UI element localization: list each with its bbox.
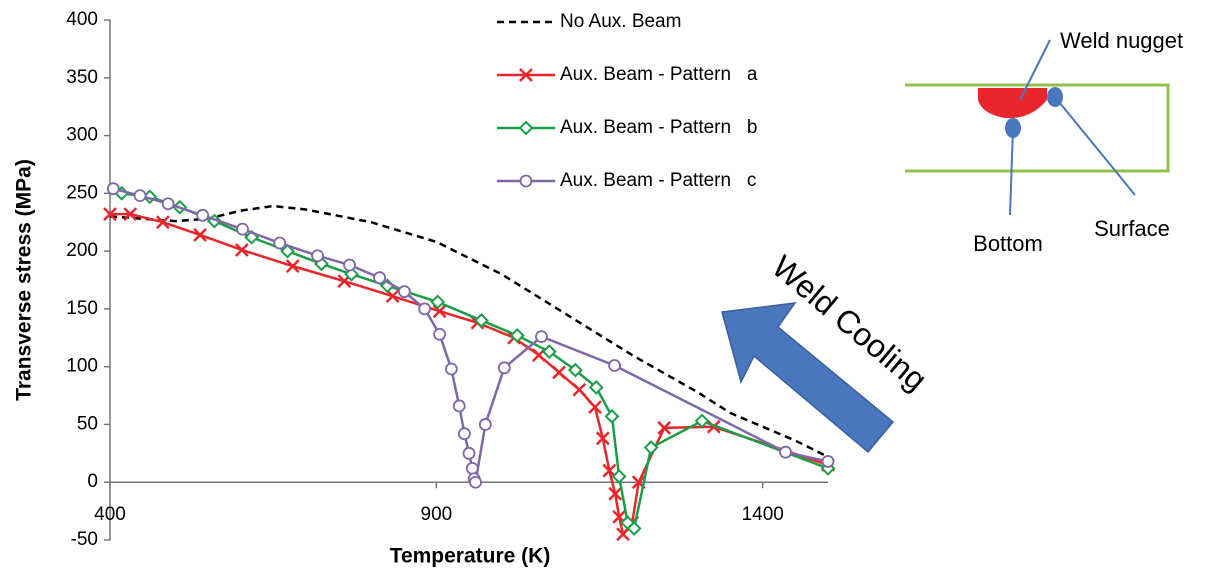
surface-point xyxy=(1047,87,1063,107)
x-tick-label: 900 xyxy=(421,504,453,525)
marker xyxy=(595,431,610,446)
plate xyxy=(905,83,1170,173)
marker xyxy=(626,521,642,536)
marker xyxy=(397,285,411,298)
marker xyxy=(821,455,835,468)
marker xyxy=(779,445,792,459)
marker xyxy=(196,208,210,222)
marker xyxy=(123,207,138,222)
marker xyxy=(465,461,479,475)
marker xyxy=(608,486,623,501)
marker xyxy=(473,313,489,328)
inset-diagram: Weld nugget Bottom Surface xyxy=(905,28,1183,256)
y-tick-label: 250 xyxy=(66,182,98,203)
pointer xyxy=(1019,39,1051,101)
marker xyxy=(478,418,492,431)
y-tick-label: 400 xyxy=(66,9,98,30)
legend-label: Aux. Beam - Pattern b xyxy=(560,117,757,138)
marker xyxy=(103,207,117,222)
marker xyxy=(373,271,386,285)
legend-label: Aux. Beam - Pattern a xyxy=(560,64,758,85)
marker xyxy=(588,380,604,395)
marker xyxy=(458,427,471,441)
marker xyxy=(519,68,533,82)
marker xyxy=(155,215,170,230)
marker xyxy=(285,259,300,274)
marker xyxy=(616,527,630,542)
x-axis-label: Temperature (K) xyxy=(390,545,551,568)
annotation: Weld nugget xyxy=(1060,28,1183,53)
y-tick-label: 300 xyxy=(66,125,98,146)
legend-label: No Aux. Beam xyxy=(560,11,681,32)
marker xyxy=(518,120,534,136)
marker xyxy=(519,174,533,188)
y-tick-label: -50 xyxy=(71,529,98,550)
y-axis-label: Transverse stress (MPa) xyxy=(13,159,36,401)
marker xyxy=(462,446,476,460)
marker xyxy=(602,463,617,478)
marker xyxy=(535,330,548,344)
series-line xyxy=(110,212,829,538)
y-tick-label: 150 xyxy=(66,298,98,319)
marker xyxy=(161,197,175,211)
weld-nugget xyxy=(978,88,1047,119)
marker xyxy=(236,222,249,236)
marker xyxy=(567,362,583,378)
marker xyxy=(106,182,120,196)
marker xyxy=(604,408,620,424)
marker xyxy=(433,327,447,341)
y-tick-label: 100 xyxy=(66,356,98,377)
marker xyxy=(444,362,458,376)
marker xyxy=(430,294,446,310)
marker xyxy=(541,344,557,360)
marker xyxy=(694,413,710,429)
x-tick-label: 1400 xyxy=(742,504,784,525)
annotation: Bottom xyxy=(973,231,1043,256)
x-tick-label: 400 xyxy=(94,504,126,525)
marker xyxy=(657,421,672,435)
legend-label: Aux. Beam - Pattern c xyxy=(560,170,756,191)
marker xyxy=(643,440,659,455)
marker xyxy=(611,469,627,484)
marker xyxy=(311,249,324,263)
marker xyxy=(343,258,356,272)
marker xyxy=(469,475,482,489)
marker xyxy=(572,382,587,397)
series-line xyxy=(109,204,829,458)
marker xyxy=(497,361,511,375)
marker xyxy=(608,359,621,372)
marker xyxy=(234,243,249,257)
marker xyxy=(588,400,602,414)
marker xyxy=(418,302,432,316)
marker xyxy=(280,243,295,259)
pointer xyxy=(1009,127,1014,216)
marker xyxy=(452,399,466,413)
y-tick-label: 350 xyxy=(66,67,98,88)
y-tick-label: 50 xyxy=(77,413,98,434)
annotation: Surface xyxy=(1094,216,1170,241)
marker xyxy=(552,365,566,380)
marker xyxy=(385,289,400,304)
marker xyxy=(509,328,525,343)
y-tick-label: 200 xyxy=(66,240,98,261)
series-line xyxy=(112,187,829,487)
pointer xyxy=(1054,96,1136,196)
bottom-point xyxy=(1005,118,1021,138)
cooling-arrow xyxy=(721,302,895,454)
y-tick-label: 0 xyxy=(87,471,98,492)
marker xyxy=(193,228,207,242)
marker xyxy=(273,236,287,250)
marker xyxy=(133,189,147,203)
